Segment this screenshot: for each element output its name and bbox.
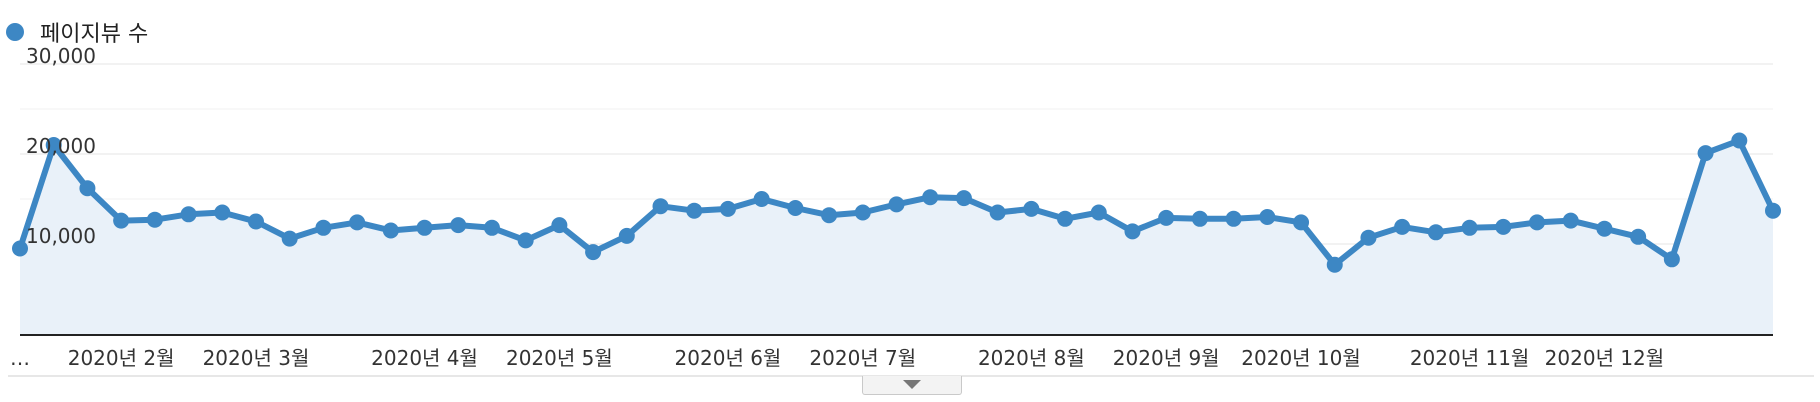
data-point <box>753 191 770 207</box>
data-point <box>1225 210 1242 227</box>
data-point <box>382 222 399 239</box>
data-point <box>551 217 568 234</box>
expand-chart-button[interactable] <box>862 376 962 395</box>
data-point <box>618 227 635 244</box>
data-point <box>1360 229 1377 246</box>
data-point <box>1023 200 1040 217</box>
data-point <box>349 214 366 231</box>
data-point <box>1057 210 1074 227</box>
x-tick-label: 2020년 7월 <box>809 346 916 370</box>
data-point <box>1427 224 1444 241</box>
data-point <box>12 240 28 257</box>
data-point <box>1697 145 1714 162</box>
x-tick-label: 2020년 5월 <box>506 346 613 370</box>
x-tick-label: 2020년 9월 <box>1113 346 1220 370</box>
data-point <box>180 206 197 223</box>
data-point <box>787 200 804 216</box>
data-point <box>1326 256 1343 273</box>
legend-series-label: 페이지뷰 수 <box>40 22 149 47</box>
y-tick-label: 30,000 <box>26 44 96 68</box>
data-point <box>1731 132 1748 149</box>
data-point <box>79 180 96 197</box>
x-tick-label: 2020년 8월 <box>978 346 1085 370</box>
legend: 페이지뷰 수 <box>6 14 148 50</box>
data-point <box>1663 251 1680 268</box>
x-tick-label: 2020년 3월 <box>203 346 310 370</box>
data-point <box>989 204 1006 221</box>
legend-series-marker <box>6 23 24 41</box>
data-point <box>719 200 736 217</box>
data-point <box>1596 220 1613 237</box>
data-point <box>821 207 838 224</box>
data-point <box>1495 218 1512 235</box>
data-point <box>1461 219 1478 236</box>
data-point <box>1090 204 1107 221</box>
data-point <box>517 232 534 249</box>
data-point <box>1562 212 1579 229</box>
data-point <box>1124 223 1141 240</box>
data-point <box>315 219 332 236</box>
data-point <box>113 212 130 229</box>
data-point <box>483 219 500 236</box>
data-point <box>888 196 905 213</box>
y-tick-label: 20,000 <box>26 134 96 158</box>
data-point <box>1630 228 1647 245</box>
data-point <box>955 190 972 207</box>
data-point <box>1158 209 1175 226</box>
data-point <box>585 244 602 261</box>
data-point <box>281 230 298 247</box>
data-point <box>686 202 703 219</box>
x-tick-label: 2020년 4월 <box>371 346 478 370</box>
y-tick-label: 10,000 <box>26 224 96 248</box>
x-tick-label: 2020년 6월 <box>675 346 782 370</box>
chevron-down-icon <box>903 380 921 389</box>
data-point <box>1529 214 1546 231</box>
data-point <box>1293 214 1310 231</box>
x-tick-label: 2020년 12월 <box>1545 346 1665 370</box>
data-point <box>416 219 433 236</box>
data-point <box>1394 218 1411 235</box>
data-point <box>1191 210 1208 227</box>
x-tick-label: … <box>10 346 30 370</box>
data-point <box>1259 209 1276 225</box>
data-point <box>1765 202 1781 219</box>
data-point <box>922 189 939 206</box>
data-point <box>854 204 871 221</box>
x-tick-label: 2020년 2월 <box>68 346 175 370</box>
x-tick-label: 2020년 11월 <box>1410 346 1530 370</box>
data-point <box>214 204 231 221</box>
data-point <box>652 198 669 215</box>
data-point <box>450 217 467 234</box>
area-fill <box>20 140 1773 334</box>
x-tick-label: 2020년 10월 <box>1241 346 1361 370</box>
data-point <box>45 137 62 153</box>
data-point <box>146 211 163 228</box>
data-point <box>247 213 264 230</box>
